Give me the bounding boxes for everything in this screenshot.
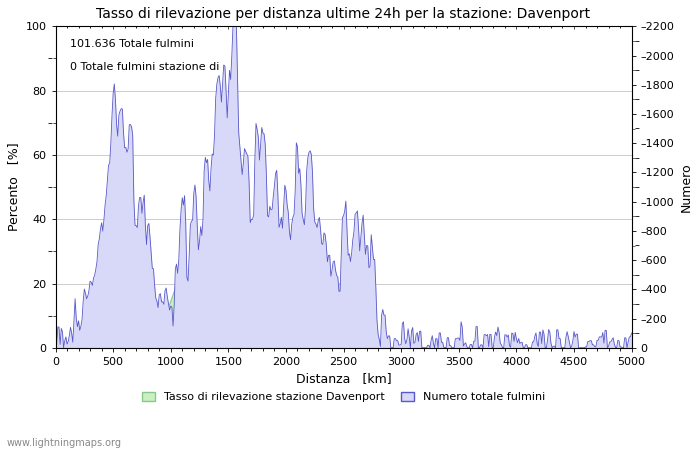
Text: –: – [634,153,639,163]
Text: –: – [48,54,52,63]
Y-axis label: Percento   [%]: Percento [%] [7,143,20,231]
Text: –: – [634,182,639,192]
Text: –: – [634,240,639,251]
Text: 0 Totale fulmini stazione di: 0 Totale fulmini stazione di [70,62,219,72]
Text: –: – [634,124,639,134]
Text: –: – [634,65,639,75]
Text: –: – [634,328,639,338]
Text: –: – [48,118,52,128]
X-axis label: Distanza   [km]: Distanza [km] [295,373,391,385]
Text: –: – [48,310,52,321]
Text: 101.636 Totale fulmini: 101.636 Totale fulmini [70,39,194,49]
Text: –: – [634,270,639,280]
Text: –: – [634,94,639,104]
Text: –: – [634,211,639,221]
Text: –: – [634,299,639,309]
Text: –: – [48,246,52,256]
Title: Tasso di rilevazione per distanza ultime 24h per la stazione: Davenport: Tasso di rilevazione per distanza ultime… [97,7,591,21]
Text: –: – [634,36,639,46]
Y-axis label: Numero: Numero [680,162,693,212]
Text: www.lightningmaps.org: www.lightningmaps.org [7,438,122,448]
Text: –: – [48,182,52,192]
Legend: Tasso di rilevazione stazione Davenport, Numero totale fulmini: Tasso di rilevazione stazione Davenport,… [137,387,550,406]
